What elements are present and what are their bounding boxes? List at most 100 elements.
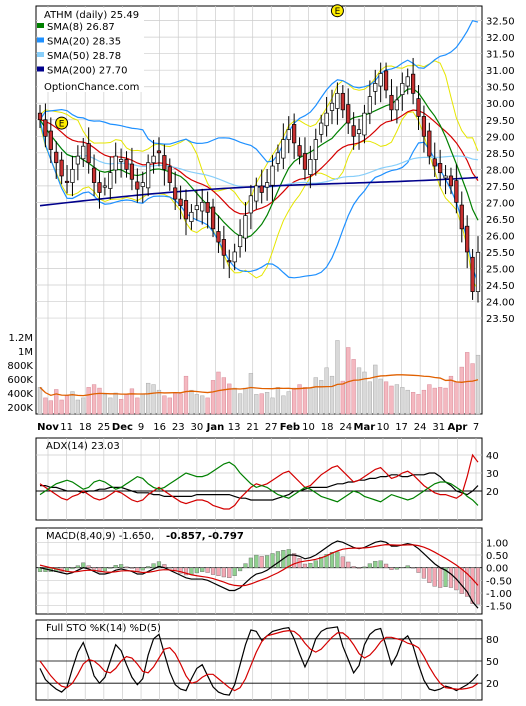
macd-hist-bar — [254, 554, 259, 568]
macd-hist-bar — [470, 567, 475, 604]
adx-panel: 40 30 20 ADX(14) 23.03 — [35, 437, 499, 521]
candlesticks — [37, 57, 481, 303]
legend-bg — [38, 8, 144, 92]
volume-tick-label: 800K — [7, 361, 33, 372]
candle-body — [129, 163, 135, 180]
volume-bar — [70, 391, 75, 415]
volume-bar — [270, 397, 275, 415]
candle-body — [108, 172, 113, 189]
candle-body — [254, 185, 259, 202]
price-y-axis: 23.50 24.00 24.50 25.00 25.50 26.00 26.50 27.00… — [486, 17, 515, 325]
price-tick-label: 29.50 — [486, 116, 515, 127]
x-tick-label: 13 — [228, 422, 241, 433]
macd-hist-bar — [189, 567, 194, 575]
volume-bar — [237, 393, 243, 415]
candle-body — [64, 180, 70, 183]
tick-label: 20 — [486, 487, 499, 498]
volume-bar — [373, 364, 378, 415]
series-line-signal — [39, 544, 479, 587]
macd-hist-bar — [183, 567, 189, 576]
adx-panel-frame — [35, 437, 483, 521]
candle-body — [465, 225, 470, 253]
x-tick-label: 17 — [395, 422, 408, 433]
volume-bar — [151, 384, 156, 415]
volume-bar — [351, 359, 356, 415]
macd-hist-bar — [86, 565, 91, 568]
macd-hist-bar — [459, 567, 464, 594]
candle-body — [243, 215, 248, 239]
candle-body — [297, 145, 302, 157]
candle-body — [405, 76, 410, 87]
candle-body — [178, 198, 183, 207]
x-tick-label: Nov — [37, 422, 59, 433]
macd-value: -0.857, — [166, 531, 206, 542]
tick-label: 40 — [486, 451, 499, 462]
macd-hist-bar — [324, 554, 329, 568]
watermark: OptionChance.com — [44, 82, 139, 93]
candle-body — [319, 122, 324, 135]
candle-body — [221, 239, 226, 256]
chart-title: ATHM (daily) 25.49 — [44, 10, 139, 21]
macd-hist-bar — [265, 555, 270, 568]
envelope-upper-line — [39, 60, 479, 207]
legend: ATHM (daily) 25.49 SMA(8) 26.87 SMA(20) 2… — [37, 8, 144, 93]
x-tick-label: 11 — [60, 422, 73, 433]
volume-bar — [297, 384, 302, 415]
earnings-marker-label: E — [59, 120, 65, 130]
candle-body — [265, 182, 270, 188]
legend-label: SMA(8) 26.87 — [47, 22, 115, 33]
macd-hist-bar — [427, 567, 432, 583]
volume-bar — [335, 340, 340, 415]
volume-bar — [189, 389, 194, 415]
volume-bar — [275, 387, 281, 415]
volume-bar — [194, 394, 199, 415]
legend-swatch — [37, 52, 44, 57]
candle-body — [286, 129, 291, 140]
macd-hist-bar — [200, 567, 205, 572]
macd-signal-value: -0.797 — [208, 531, 244, 542]
volume-bar — [356, 367, 362, 415]
volume-bar — [432, 387, 437, 415]
series-line-di — [39, 453, 479, 510]
candle-body — [54, 151, 59, 164]
volume-bar — [64, 395, 70, 415]
volume-bar — [86, 387, 91, 415]
macd-hist-bar — [243, 563, 248, 568]
volume-bar — [162, 395, 167, 415]
macd-hist-bar — [81, 562, 86, 568]
macd-hist-bar — [151, 563, 156, 568]
volume-bar — [400, 387, 405, 415]
price-tick-label: 24.50 — [486, 281, 515, 292]
x-tick-label: 7 — [473, 422, 479, 433]
price-tick-label: 24.00 — [486, 298, 515, 309]
volume-y-axis: 1.2M 1M 800K 600K 400K 200K — [7, 333, 33, 414]
candle-body — [227, 260, 232, 263]
volume-bar — [410, 392, 416, 415]
candle-body — [48, 130, 53, 150]
x-tick-label: Jan — [206, 422, 225, 433]
price-tick-label: 27.00 — [486, 198, 515, 209]
candle-body — [346, 104, 351, 124]
macd-hist-bar — [373, 560, 378, 568]
candle-body — [210, 206, 216, 230]
macd-hist-bar — [335, 551, 340, 568]
candle-body — [173, 187, 178, 200]
macd-hist-bar — [362, 566, 367, 568]
volume-bar — [475, 354, 481, 415]
candle-body — [216, 231, 221, 243]
macd-hist-bar — [205, 567, 210, 573]
volume-bar — [118, 399, 124, 415]
series-line-di — [39, 461, 479, 506]
macd-hist-bar — [275, 551, 281, 568]
macd-hist-bar — [146, 566, 151, 568]
price-tick-label: 29.00 — [486, 132, 515, 143]
macd-hist-bar — [313, 560, 318, 568]
candle-body — [237, 235, 243, 248]
candle-body — [356, 129, 362, 135]
sma50-line — [39, 119, 479, 189]
candle-body — [135, 181, 140, 190]
volume-bar — [264, 392, 270, 415]
tick-label: 30 — [486, 469, 499, 480]
macd-hist-bar — [443, 567, 448, 587]
volume-bar — [91, 384, 97, 415]
